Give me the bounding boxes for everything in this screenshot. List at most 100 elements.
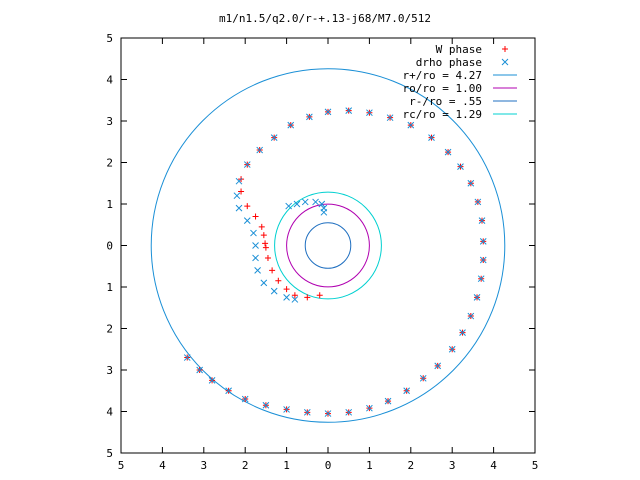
x-tick-label: 5 (532, 459, 539, 472)
y-tick-label: 5 (106, 447, 113, 460)
circle-line (274, 191, 382, 300)
w-phase-point (264, 254, 271, 261)
drho-phase-point (479, 256, 487, 264)
y-tick-label: 1 (106, 281, 113, 294)
drho-phase-point (283, 406, 290, 413)
legend-marker (501, 58, 509, 66)
w-phase-point (244, 203, 251, 210)
legend-label: ro/ro = 1.00 (403, 82, 482, 95)
legend-label: drho phase (416, 56, 482, 69)
drho-phase-point (479, 237, 487, 245)
y-tick-label: 3 (106, 364, 113, 377)
drho-phase-point (477, 275, 485, 283)
w-phase-point (275, 277, 282, 284)
drho-phase-point (250, 229, 257, 237)
drho-phase-point (301, 198, 309, 206)
w-phase-point (316, 292, 323, 299)
drho-phase-point (407, 121, 415, 129)
chart-title: m1/n1.5/q2.0/r-+.13-j68/M7.0/512 (219, 12, 431, 25)
drho-phase-point (285, 202, 293, 210)
drho-phase-point (324, 410, 332, 417)
drho-phase-point (252, 254, 259, 262)
drho-phase-point (386, 114, 394, 122)
drho-phase-point (241, 395, 249, 403)
drho-phase-point (270, 287, 278, 295)
drho-phase-point (225, 387, 232, 395)
w-phase-point (258, 223, 265, 230)
legend-marker (502, 46, 508, 52)
x-tick-label: 2 (407, 459, 414, 472)
drho-phase-point (467, 179, 475, 187)
legend-label: W phase (436, 43, 482, 56)
drho-phase-point (478, 217, 486, 224)
drho-phase-point (473, 294, 481, 301)
x-tick-label: 1 (366, 459, 373, 472)
x-tick-label: 5 (118, 459, 125, 472)
drho-phase-point (208, 377, 216, 384)
drho-phase-point (254, 267, 261, 274)
circle-line (286, 203, 370, 288)
x-tick-label: 0 (325, 459, 332, 472)
drho-phase-point (283, 294, 290, 301)
drho-phase-point (444, 148, 452, 156)
w-phase-point (269, 267, 276, 274)
w-phase-point (262, 244, 269, 251)
legend-label: rc/ro = 1.29 (403, 108, 482, 121)
drho-phase-point (474, 198, 482, 206)
drho-phase-point (235, 177, 243, 185)
drho-phase-point (384, 397, 392, 405)
y-tick-label: 2 (106, 323, 113, 336)
drho-phase-point (459, 329, 466, 337)
circle-line (150, 68, 506, 423)
drho-phase-point (243, 217, 251, 224)
drho-phase-point (235, 204, 243, 212)
drho-phase-point (233, 192, 241, 200)
w-phase-point (291, 292, 298, 299)
markers (183, 46, 509, 417)
y-tick-label: 3 (106, 115, 113, 128)
drho-phase-point (366, 404, 373, 412)
legend-label: r+/ro = 4.27 (403, 69, 482, 82)
y-tick-label: 4 (106, 74, 113, 87)
drho-phase-point (419, 374, 427, 382)
drho-phase-point (287, 121, 295, 129)
y-tick-label: 0 (106, 240, 113, 253)
x-tick-label: 4 (159, 459, 166, 472)
y-tick-label: 2 (106, 157, 113, 170)
x-tick-label: 2 (242, 459, 249, 472)
drho-phase-point (306, 113, 313, 121)
drho-phase-point (260, 279, 268, 287)
w-phase-point (260, 232, 267, 239)
drho-phase-point (256, 146, 264, 154)
drho-phase-point (293, 200, 301, 208)
w-phase-point (238, 188, 245, 195)
drho-phase-point (196, 366, 204, 374)
drho-phase-point (448, 345, 456, 353)
drho-phase-point (403, 387, 411, 395)
drho-phase-point (324, 108, 332, 116)
drho-phase-point (320, 208, 328, 216)
circle-line (304, 222, 352, 269)
drho-phase-point (270, 134, 278, 141)
x-tick-label: 4 (490, 459, 497, 472)
drho-phase-point (318, 200, 326, 208)
drho-phase-point (345, 408, 353, 416)
y-tick-label: 5 (106, 32, 113, 45)
legend-label: r-/ro = .55 (409, 95, 482, 108)
drho-phase-point (467, 312, 475, 320)
drho-phase-point (345, 107, 353, 114)
circles (150, 68, 506, 423)
drho-phase-point (366, 109, 373, 117)
y-tick-label: 1 (106, 198, 113, 211)
drho-phase-point (243, 161, 251, 168)
drho-phase-point (312, 198, 319, 206)
x-tick-label: 1 (283, 459, 290, 472)
drho-phase-point (262, 401, 270, 409)
drho-phase-point (434, 362, 442, 370)
drho-phase-point (428, 134, 435, 141)
x-tick-label: 3 (200, 459, 207, 472)
drho-phase-point (252, 242, 259, 249)
w-phase-point (304, 294, 311, 301)
